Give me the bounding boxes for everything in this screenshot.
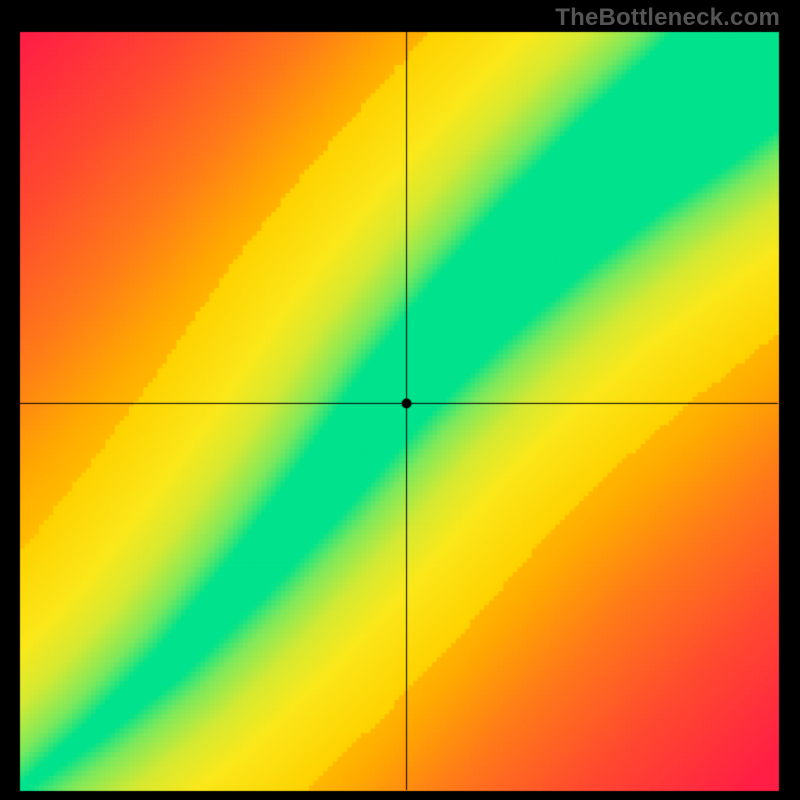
- watermark-text: TheBottleneck.com: [555, 4, 780, 32]
- bottleneck-heatmap: [0, 0, 800, 800]
